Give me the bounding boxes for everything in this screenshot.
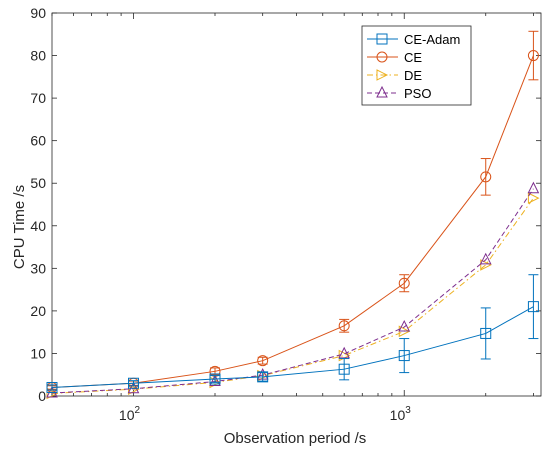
data-point-ce: [527, 50, 539, 62]
y-tick-label: 90: [30, 5, 46, 21]
y-tick-label: 80: [30, 48, 46, 64]
data-point-pso: [398, 319, 411, 332]
legend-marker-ce: [376, 51, 388, 63]
x-tick-exponent: 3: [405, 405, 411, 416]
y-tick-label: 60: [30, 133, 46, 149]
x-tick-label: 103: [390, 405, 412, 423]
data-point-ce-adam: [209, 373, 221, 385]
x-tick-label: 102: [119, 405, 141, 423]
y-tick-label: 30: [30, 260, 46, 276]
data-point-ce-adam: [338, 363, 350, 375]
series-line-de: [51, 197, 534, 394]
series-line-ce-adam: [51, 306, 534, 388]
data-point-ce-adam: [480, 327, 492, 339]
data-point-pso: [479, 252, 492, 265]
y-tick-label: 70: [30, 90, 46, 106]
x-tick-base: 10: [119, 407, 135, 423]
y-tick-label: 20: [30, 303, 46, 319]
series-line-ce: [51, 55, 534, 388]
y-axis-label: CPU Time /s: [11, 185, 28, 269]
data-point-ce-adam: [46, 381, 58, 393]
legend-label-ce-adam: CE-Adam: [404, 32, 460, 47]
data-point-ce: [338, 320, 350, 332]
legend-marker-de: [376, 69, 389, 81]
legend-label-ce: CE: [404, 50, 422, 65]
data-point-pso: [209, 374, 221, 387]
x-axis-label: Observation period /s: [224, 430, 367, 447]
y-tick-label: 0: [38, 388, 46, 404]
data-point-ce-adam: [527, 301, 539, 313]
data-point-ce-adam: [257, 371, 269, 383]
legend-marker-ce-adam: [376, 33, 388, 45]
series-line-pso: [51, 188, 534, 394]
data-point-de: [527, 192, 540, 204]
data-point-ce-adam: [128, 377, 139, 389]
legend-label-de: DE: [404, 68, 422, 83]
data-point-de: [480, 259, 492, 271]
x-tick-exponent: 2: [135, 405, 141, 416]
legend-marker-pso: [376, 85, 388, 98]
x-tick-base: 10: [390, 407, 406, 423]
y-tick-label: 50: [30, 175, 46, 191]
data-point-pso: [527, 181, 540, 194]
data-point-ce: [257, 355, 269, 367]
y-tick-label: 10: [30, 345, 46, 361]
y-tick-label: 40: [30, 218, 46, 234]
data-point-ce: [398, 277, 410, 289]
data-point-de: [46, 387, 59, 400]
data-point-pso: [338, 346, 350, 359]
data-point-ce: [480, 171, 492, 183]
legend-label-pso: PSO: [404, 86, 431, 101]
data-point-ce-adam: [398, 350, 410, 362]
